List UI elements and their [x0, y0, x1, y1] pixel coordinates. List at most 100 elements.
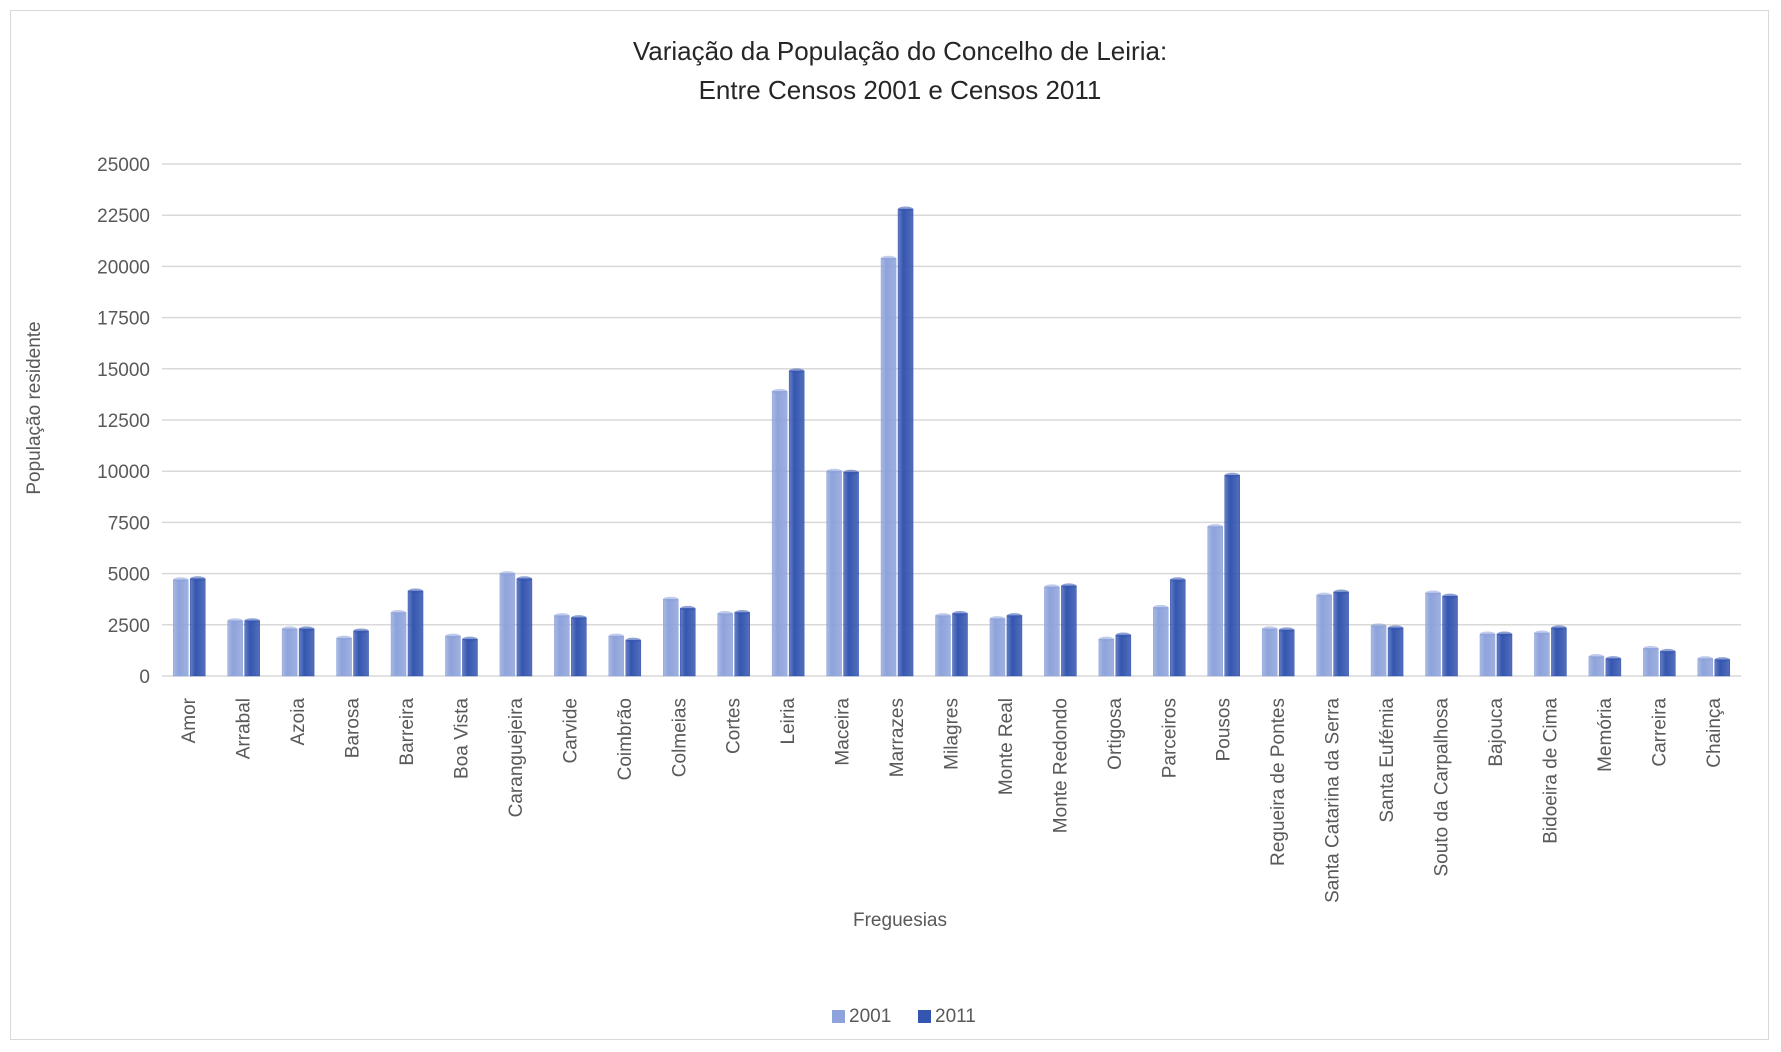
bar-cap-2001 [1153, 604, 1169, 610]
bar-cap-2001 [1371, 623, 1387, 629]
x-axis-categories: Amor Arrabal Azoia Barosa Barreira Boa Vista C… [179, 697, 1725, 903]
bar-cap-2001 [1425, 590, 1441, 596]
bar-2001 [445, 635, 461, 677]
bar-cap-2001 [989, 616, 1005, 622]
y-tick-label: 5000 [108, 565, 150, 586]
bar-cap-2001 [1479, 631, 1495, 637]
bar-cap-2011 [462, 636, 478, 642]
bar-cap-2011 [680, 605, 696, 611]
bar-cap-2001 [1643, 645, 1659, 651]
bar-cap-2011 [1388, 625, 1404, 631]
bar-cap-2011 [1170, 577, 1186, 583]
bar-cap-2011 [1605, 656, 1621, 662]
x-category-label: Santa Eufémia [1377, 698, 1398, 823]
bar-cap-2001 [1207, 523, 1223, 529]
x-category-label: Barreira [397, 698, 418, 766]
bar-2001 [989, 618, 1006, 677]
legend-swatch-2001 [832, 1010, 845, 1023]
x-category-label: Amor [179, 697, 200, 743]
bar-2001 [717, 613, 733, 677]
bar-cap-2001 [935, 613, 951, 619]
bar-cap-2011 [1006, 613, 1022, 619]
bar-2001 [935, 615, 951, 677]
x-category-label: Pousos [1214, 698, 1235, 761]
bar-2001 [1153, 607, 1169, 677]
x-category-label: Coimbrão [615, 698, 636, 780]
bar-2011 [516, 578, 533, 677]
y-tick-label: 22500 [97, 206, 150, 227]
bars [172, 206, 1731, 677]
bar-2011 [1387, 627, 1404, 677]
bar-cap-2011 [190, 576, 206, 582]
bar-2011 [1224, 475, 1240, 677]
bar-2001 [227, 620, 243, 677]
bar-2001 [1479, 633, 1496, 677]
bar-cap-2001 [826, 468, 842, 474]
y-tick-label: 25000 [97, 155, 150, 176]
bar-2001 [1316, 594, 1332, 677]
bar-cap-2011 [1115, 632, 1131, 638]
bar-2001 [336, 637, 352, 677]
x-category-label: Caranguejeira [506, 698, 527, 818]
bar-2011 [1170, 579, 1186, 677]
bar-cap-2011 [952, 611, 968, 617]
bar-2011 [1061, 585, 1077, 677]
bar-2011 [625, 639, 642, 677]
bar-cap-2001 [391, 610, 407, 616]
y-tick-label: 20000 [97, 257, 150, 278]
x-axis-title: Freguesias [853, 910, 947, 931]
x-category-label: Chainça [1704, 698, 1725, 768]
bar-2011 [788, 370, 805, 677]
bar-cap-2011 [1660, 648, 1676, 654]
bar-2011 [1496, 633, 1513, 677]
x-category-label: Regueira de Pontes [1268, 698, 1289, 866]
x-category-label: Monte Real [996, 698, 1017, 795]
bar-2001 [390, 612, 407, 677]
bar-cap-2001 [1098, 636, 1114, 642]
bar-2011 [298, 628, 315, 677]
bar-2011 [952, 613, 968, 677]
bar-2001 [1588, 656, 1605, 677]
bar-2001 [880, 257, 897, 677]
bar-cap-2011 [1061, 583, 1077, 589]
bar-2001 [1098, 638, 1115, 677]
y-tick-label: 2500 [108, 616, 150, 637]
bar-2001 [1261, 628, 1278, 677]
x-category-label: Carvide [560, 698, 581, 763]
bar-cap-2001 [1588, 654, 1604, 660]
y-tick-label: 7500 [108, 513, 150, 534]
chart-title-line2: Entre Censos 2001 e Censos 2011 [699, 75, 1102, 105]
bar-cap-2011 [625, 637, 641, 643]
bar-2011 [734, 612, 750, 677]
bar-cap-2001 [499, 571, 515, 577]
bar-2001 [608, 635, 625, 677]
x-category-label: Bidoeira de Cima [1540, 698, 1561, 844]
bar-cap-2011 [1714, 657, 1730, 663]
bar-cap-2001 [554, 613, 570, 619]
x-category-label: Carreira [1649, 698, 1670, 767]
bar-2011 [353, 630, 369, 677]
x-category-label: Ortigosa [1105, 698, 1126, 770]
y-tick-label: 10000 [97, 462, 150, 483]
x-category-label: Maceira [833, 698, 854, 766]
legend-label-2011: 2011 [935, 1006, 976, 1027]
bar-2011 [1605, 658, 1622, 677]
bar-2001 [1425, 592, 1441, 677]
bar-cap-2011 [898, 206, 914, 212]
x-category-label: Marrazes [887, 698, 908, 777]
x-category-label: Leiria [778, 698, 799, 745]
bar-cap-2001 [1697, 656, 1713, 662]
bar-cap-2011 [1279, 627, 1295, 633]
bar-2001 [1643, 648, 1659, 677]
legend: 2001 2011 [832, 1006, 976, 1027]
x-category-label: Memória [1595, 698, 1616, 772]
legend-label-2001: 2001 [849, 1006, 891, 1027]
bar-cap-2011 [244, 618, 260, 624]
gridlines [162, 163, 1741, 677]
bar-2001 [1207, 526, 1223, 677]
bar-cap-2001 [663, 596, 679, 602]
x-category-label: Parceiros [1159, 698, 1180, 778]
bar-cap-2001 [336, 635, 352, 641]
bar-cap-2011 [789, 368, 805, 374]
